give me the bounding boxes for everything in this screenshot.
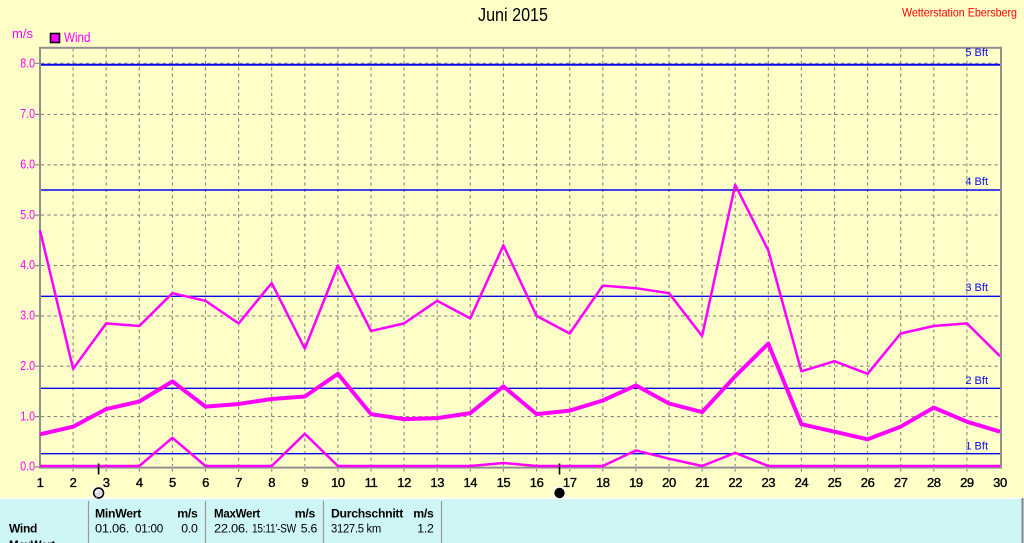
svg-text:18: 18 (596, 475, 610, 490)
svg-text:9: 9 (301, 475, 308, 490)
svg-text:MinWert: MinWert (95, 507, 141, 521)
svg-text:10: 10 (331, 475, 345, 490)
svg-text:0.0: 0.0 (20, 459, 35, 474)
svg-text:4.0: 4.0 (20, 257, 35, 272)
svg-text:19: 19 (629, 475, 643, 490)
svg-text:MaxWert: MaxWert (214, 507, 260, 521)
svg-text:2 Bft: 2 Bft (965, 375, 988, 387)
svg-text:1.0: 1.0 (20, 408, 35, 423)
svg-text:5 Bft: 5 Bft (965, 47, 988, 59)
svg-text:7: 7 (235, 475, 242, 490)
svg-text:22.06.: 22.06. (214, 522, 248, 536)
svg-text:15:11'-SW: 15:11'-SW (252, 522, 297, 536)
svg-text:16: 16 (530, 475, 544, 490)
svg-text:Durchschnitt: Durchschnitt (331, 507, 403, 521)
svg-text:27: 27 (894, 475, 908, 490)
svg-text:01:00: 01:00 (135, 522, 163, 536)
svg-text:3.0: 3.0 (20, 308, 35, 323)
svg-text:1.2: 1.2 (417, 522, 434, 536)
svg-text:5: 5 (169, 475, 176, 490)
svg-text:25: 25 (828, 475, 842, 490)
svg-text:0.0: 0.0 (181, 522, 198, 536)
svg-text:4 Bft: 4 Bft (965, 176, 988, 188)
svg-text:1 Bft: 1 Bft (965, 441, 988, 453)
svg-text:Wetterstation Ebersberg: Wetterstation Ebersberg (902, 6, 1017, 20)
svg-text:Wind: Wind (9, 522, 37, 536)
svg-text:2: 2 (70, 475, 77, 490)
svg-text:5.6: 5.6 (301, 522, 318, 536)
svg-text:m/s: m/s (295, 507, 316, 521)
svg-text:7.0: 7.0 (20, 106, 35, 121)
svg-text:15: 15 (497, 475, 511, 490)
svg-text:6.0: 6.0 (20, 157, 35, 172)
svg-text:14: 14 (463, 475, 477, 490)
svg-text:26: 26 (861, 475, 875, 490)
svg-text:Wind: Wind (64, 30, 91, 45)
svg-text:28: 28 (927, 475, 941, 490)
svg-text:12: 12 (397, 475, 411, 490)
svg-text:23: 23 (761, 475, 775, 490)
svg-text:20: 20 (662, 475, 676, 490)
svg-text:13: 13 (430, 475, 444, 490)
svg-text:8.0: 8.0 (20, 56, 35, 71)
svg-text:m/s: m/s (12, 26, 33, 41)
svg-text:1: 1 (37, 475, 44, 490)
svg-text:21: 21 (695, 475, 709, 490)
svg-text:6: 6 (202, 475, 209, 490)
svg-text:MaxWert: MaxWert (9, 538, 55, 543)
svg-text:3 Bft: 3 Bft (965, 282, 988, 294)
svg-text:11: 11 (365, 475, 378, 490)
svg-text:m/s: m/s (177, 507, 198, 521)
svg-text:3: 3 (103, 475, 110, 490)
svg-text:29: 29 (960, 475, 974, 490)
svg-text:17: 17 (563, 475, 577, 490)
svg-text:m/s: m/s (413, 507, 434, 521)
svg-text:01.06.: 01.06. (95, 522, 129, 536)
svg-text:3127.5 km: 3127.5 km (331, 522, 381, 536)
svg-text:5.0: 5.0 (20, 207, 35, 222)
svg-text:2.0: 2.0 (20, 358, 35, 373)
svg-text:4: 4 (136, 475, 143, 490)
svg-text:22: 22 (728, 475, 742, 490)
svg-text:Juni 2015: Juni 2015 (478, 5, 548, 25)
svg-text:24: 24 (795, 475, 809, 490)
svg-text:30: 30 (993, 475, 1007, 490)
svg-text:8: 8 (268, 475, 275, 490)
